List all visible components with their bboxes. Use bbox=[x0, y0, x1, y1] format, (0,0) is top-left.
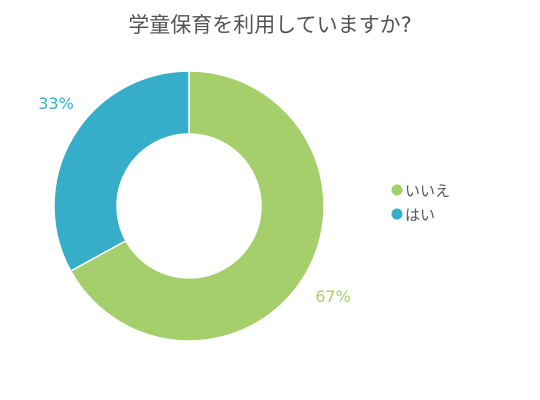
data-labels: 67% 33% bbox=[38, 94, 351, 306]
legend-marker-2[interactable] bbox=[391, 208, 403, 220]
donut-slices bbox=[53, 70, 325, 342]
chart-title: 学童保育を利用していますか? bbox=[128, 13, 412, 37]
legend-label-2[interactable]: はい bbox=[405, 206, 435, 224]
donut-slice-1 bbox=[69, 70, 325, 342]
data-label-1: 67% bbox=[315, 287, 351, 306]
data-label-2: 33% bbox=[38, 94, 74, 113]
legend-label-1[interactable]: いいえ bbox=[405, 182, 450, 200]
donut-slice-2 bbox=[53, 70, 190, 273]
legend-marker-1[interactable] bbox=[391, 184, 403, 196]
